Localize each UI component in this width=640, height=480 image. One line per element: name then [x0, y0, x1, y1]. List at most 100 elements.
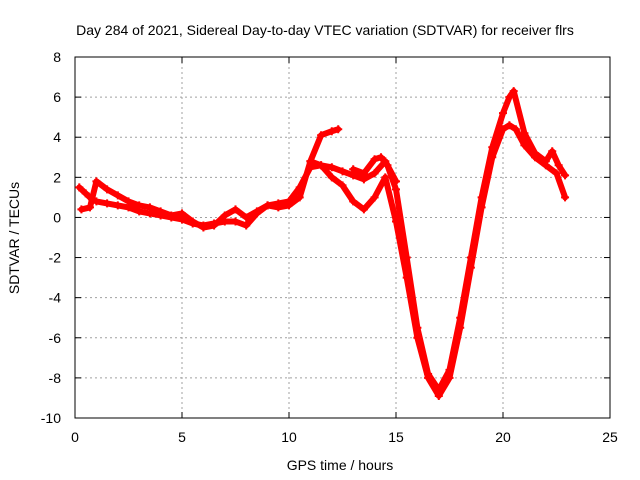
- data-point: [167, 211, 176, 220]
- data-point: [188, 217, 197, 226]
- data-point: [178, 209, 186, 218]
- y-tick-label: 0: [53, 209, 61, 225]
- data-point: [554, 161, 563, 170]
- data-point: [124, 197, 133, 206]
- data-point: [327, 163, 336, 172]
- y-tick-labels: -10 -8 -6 -4 -2 0 2 4 6 8: [41, 49, 61, 426]
- data-point: [199, 223, 208, 232]
- data-point: [541, 157, 550, 166]
- data-series: [75, 87, 570, 400]
- grid: [75, 57, 610, 418]
- data-point: [370, 193, 379, 202]
- data-point: [242, 221, 251, 230]
- y-tick-label: 8: [53, 49, 61, 65]
- data-point: [511, 125, 520, 134]
- y-tick-label: -4: [49, 290, 62, 306]
- data-point: [77, 205, 86, 214]
- data-point: [370, 169, 379, 178]
- data-point: [85, 203, 94, 212]
- series-line: [350, 88, 569, 393]
- y-tick-label: 6: [53, 89, 61, 105]
- y-tick-label: -8: [49, 370, 62, 386]
- data-point: [402, 253, 411, 262]
- x-axis-label: GPS time / hours: [287, 457, 394, 473]
- data-point: [424, 369, 433, 378]
- data-point: [370, 155, 379, 164]
- series-track-c: [306, 121, 570, 400]
- data-point: [377, 153, 386, 162]
- data-point: [548, 147, 557, 156]
- x-tick-label: 25: [602, 429, 618, 445]
- data-point: [445, 365, 454, 374]
- chart-title: Day 284 of 2021, Sidereal Day-to-day VTE…: [76, 22, 574, 38]
- y-tick-label: -2: [49, 250, 62, 266]
- data-point: [327, 127, 336, 136]
- data-point: [334, 125, 343, 134]
- x-tick-label: 10: [281, 429, 297, 445]
- data-point: [75, 183, 84, 192]
- data-point: [285, 201, 293, 210]
- plot-frame: [74, 56, 611, 419]
- data-point: [81, 189, 90, 198]
- data-point: [359, 169, 368, 178]
- x-tick-label: 20: [495, 429, 511, 445]
- data-point: [327, 173, 336, 182]
- data-point: [317, 131, 326, 140]
- data-point: [242, 213, 251, 222]
- data-point: [456, 313, 465, 322]
- series-line: [78, 126, 342, 231]
- data-point: [103, 199, 112, 208]
- series-track-b: [77, 125, 343, 232]
- data-point: [531, 149, 540, 158]
- series-line: [307, 122, 569, 399]
- y-tick-label: 4: [53, 129, 61, 145]
- data-point: [338, 181, 347, 190]
- data-point: [103, 185, 112, 194]
- data-point: [561, 193, 570, 202]
- data-point: [113, 191, 122, 200]
- data-point: [381, 173, 390, 182]
- data-point: [274, 203, 283, 212]
- data-point: [392, 185, 400, 194]
- data-point: [477, 193, 486, 202]
- data-point: [359, 205, 368, 214]
- data-point: [263, 201, 272, 210]
- x-tick-label: 15: [388, 429, 404, 445]
- data-point: [306, 157, 315, 166]
- y-tick-label: -10: [41, 410, 61, 426]
- x-tick-labels: 0 5 10 15 20 25: [71, 429, 618, 445]
- data-point: [145, 203, 154, 212]
- data-point: [434, 385, 443, 394]
- data-point: [561, 171, 570, 180]
- series-track-d: [349, 87, 570, 394]
- data-point: [488, 143, 497, 152]
- tick-marks: [74, 56, 611, 419]
- data-point: [509, 87, 518, 96]
- y-axis-label: SDTVAR / TECUs: [6, 182, 22, 294]
- data-point: [317, 161, 326, 170]
- data-point: [295, 193, 304, 202]
- data-point: [505, 93, 514, 102]
- data-point: [505, 121, 514, 130]
- data-point: [92, 177, 101, 186]
- x-tick-label: 5: [178, 429, 186, 445]
- data-point: [466, 253, 475, 262]
- data-point: [349, 165, 358, 174]
- x-tick-label: 0: [71, 429, 79, 445]
- data-point: [231, 217, 240, 226]
- data-point: [210, 221, 219, 230]
- data-point: [383, 161, 392, 170]
- data-point: [156, 207, 165, 216]
- data-point: [252, 207, 261, 216]
- data-point: [520, 141, 529, 150]
- data-point: [135, 201, 144, 210]
- data-point: [231, 205, 240, 214]
- y-tick-label: 2: [53, 169, 61, 185]
- data-point: [552, 169, 561, 178]
- data-point: [220, 211, 229, 220]
- data-point: [349, 197, 358, 206]
- data-point: [520, 129, 529, 138]
- data-point: [113, 201, 122, 210]
- data-point: [413, 323, 422, 332]
